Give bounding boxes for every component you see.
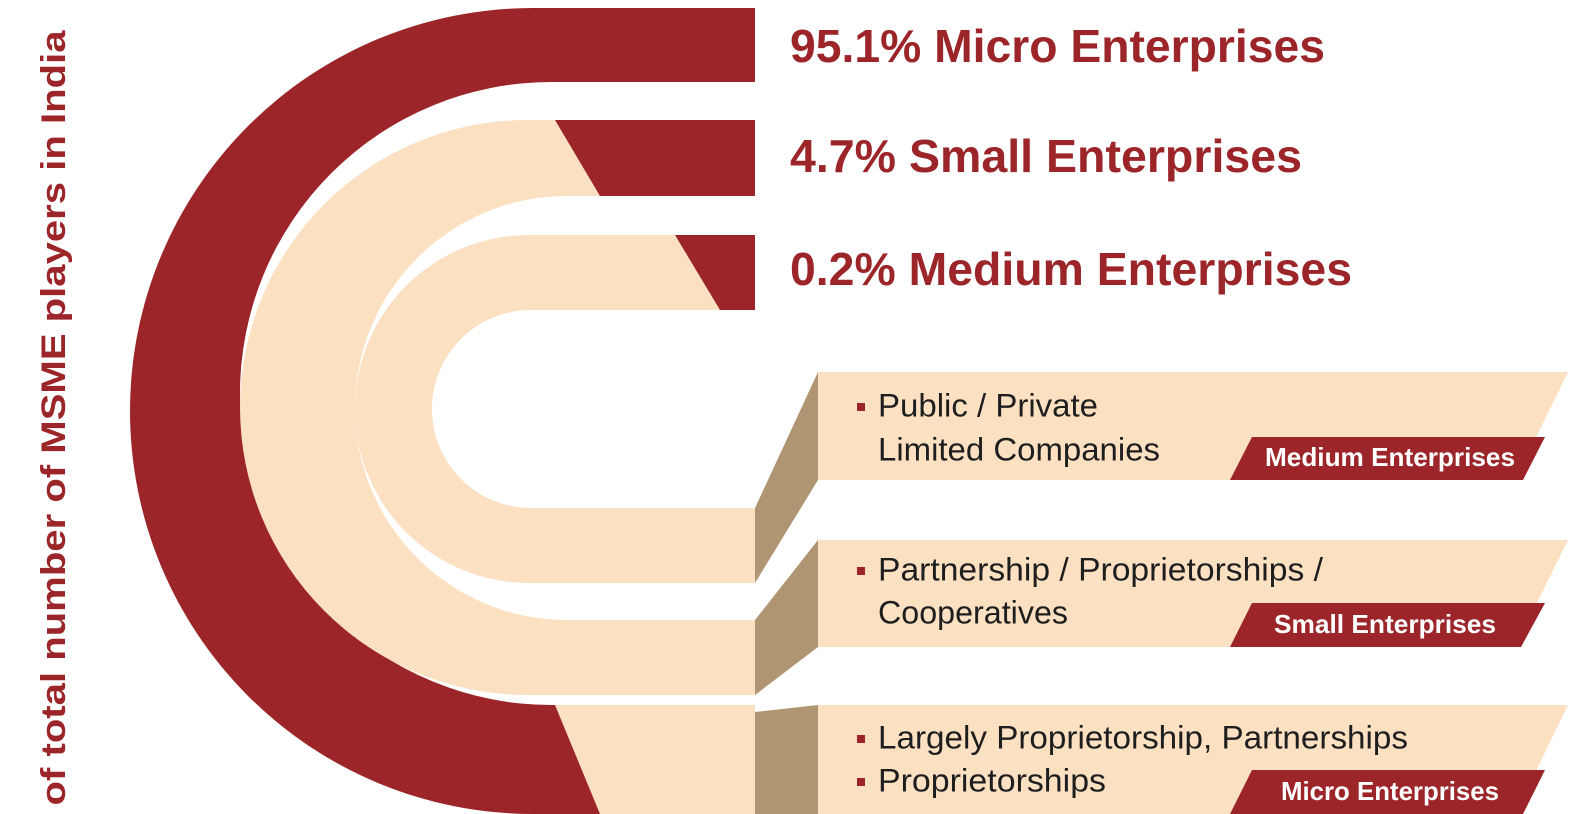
tag-bg bbox=[1230, 603, 1545, 647]
ring-tip bbox=[675, 235, 755, 310]
gap bbox=[432, 310, 755, 508]
panels bbox=[755, 372, 1568, 814]
panel-side bbox=[755, 705, 818, 814]
bullet-text: Cooperatives bbox=[878, 594, 1068, 630]
ring-tip bbox=[555, 120, 755, 196]
tag: Small Enterprises bbox=[1274, 609, 1496, 639]
stat: 0.2% Medium Enterprises bbox=[790, 243, 1352, 295]
panel-side bbox=[755, 540, 818, 695]
bullet-text: Largely Proprietorship, Partnerships bbox=[878, 719, 1408, 755]
side-label: of total number of MSME players in India bbox=[35, 29, 73, 805]
bullet-text: Proprietorships bbox=[878, 762, 1106, 798]
stat: 95.1% Micro Enterprises bbox=[790, 20, 1325, 72]
bullet-text: Public / Private bbox=[878, 387, 1098, 423]
bullet-text: Limited Companies bbox=[878, 431, 1160, 467]
stat: 4.7% Small Enterprises bbox=[790, 130, 1302, 182]
c-shape bbox=[130, 8, 755, 814]
bullet bbox=[857, 735, 865, 743]
bottom-bar bbox=[555, 705, 755, 814]
tag-bg bbox=[1230, 770, 1545, 814]
tag-bg bbox=[1230, 437, 1545, 480]
tag: Medium Enterprises bbox=[1265, 442, 1515, 472]
bullet-text: Partnership / Proprietorships / bbox=[878, 551, 1323, 587]
bullet bbox=[857, 567, 865, 575]
bullet bbox=[857, 403, 865, 411]
bullet bbox=[857, 778, 865, 786]
panel-side bbox=[755, 372, 818, 583]
tag: Micro Enterprises bbox=[1281, 776, 1499, 806]
